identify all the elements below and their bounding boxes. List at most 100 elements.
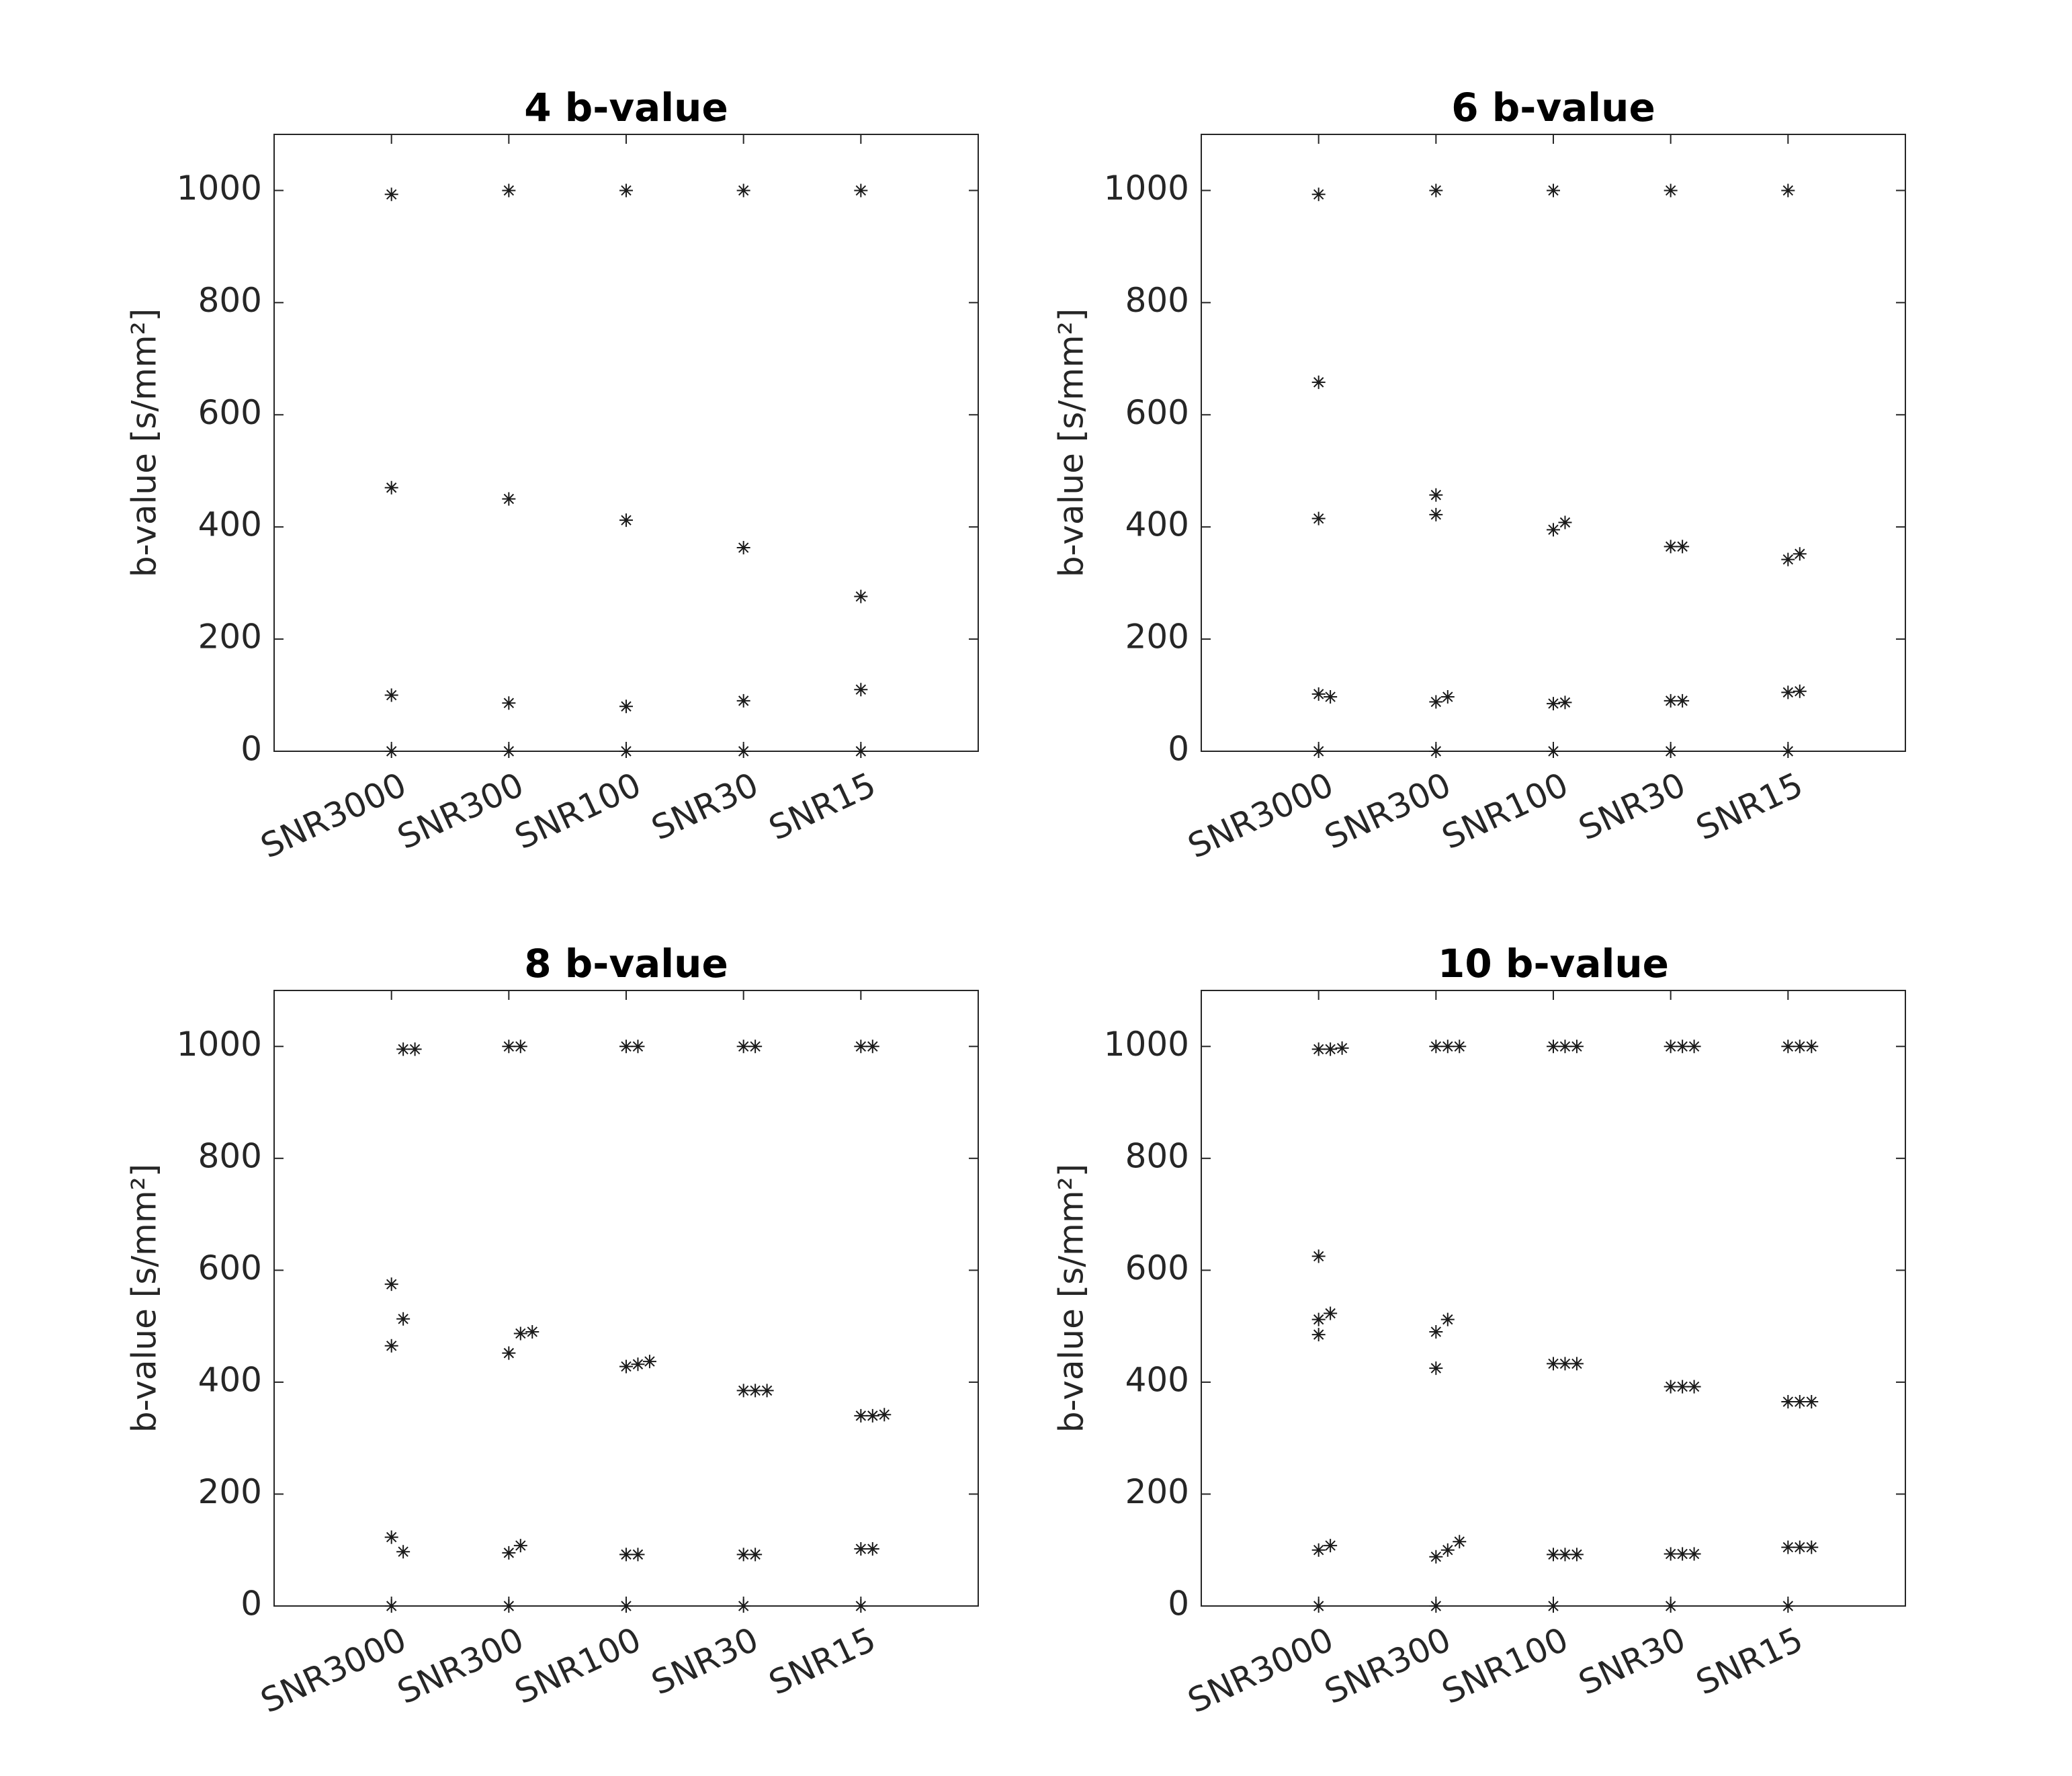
marker [1664, 1040, 1678, 1054]
marker [1558, 1040, 1572, 1054]
marker [1569, 1548, 1584, 1562]
marker [736, 745, 750, 758]
x-tick-label: SNR3000 [255, 765, 412, 866]
marker [384, 1339, 398, 1353]
y-tick-label: 600 [198, 1249, 262, 1287]
y-tick-label: 800 [198, 1136, 262, 1175]
marker [1547, 523, 1560, 537]
marker [1676, 540, 1690, 554]
marker [1311, 745, 1326, 758]
marker [736, 1040, 750, 1054]
y-tick-label: 200 [198, 1472, 262, 1511]
subplot: 10 b-value b-value [s/mm²] 0 200 400 600 800 10… [1052, 941, 1906, 1721]
marker [384, 480, 398, 495]
marker [1311, 1042, 1326, 1056]
y-tick-label: 400 [1125, 1360, 1189, 1399]
marker [619, 513, 633, 527]
marker [1664, 693, 1678, 708]
marker [502, 1546, 516, 1560]
subplot: 8 b-value b-value [s/mm²] 0 200 400 600 800 100… [125, 941, 979, 1721]
marker [1676, 693, 1690, 708]
marker [619, 183, 633, 198]
subplot-title: 4 b-value [524, 85, 728, 130]
marker [854, 683, 868, 697]
marker [1569, 1040, 1584, 1054]
marker [1440, 690, 1455, 704]
y-axis-label: b-value [s/mm²] [125, 308, 164, 577]
marker [1311, 1328, 1326, 1342]
y-tick-label: 800 [1125, 1136, 1189, 1175]
marker [1687, 1040, 1701, 1054]
y-axis-label: b-value [s/mm²] [1052, 308, 1091, 577]
marker [619, 1599, 633, 1613]
subplot: 6 b-value b-value [s/mm²] 0 200 400 600 800 100… [1052, 85, 1906, 866]
marker [1429, 183, 1443, 198]
marker [1547, 1599, 1560, 1613]
y-tick-label: 0 [241, 730, 262, 769]
marker [1429, 1040, 1443, 1054]
x-tick-label: SNR100 [509, 765, 647, 857]
marker [854, 1040, 868, 1054]
marker [1311, 1599, 1326, 1613]
marker [736, 693, 750, 708]
y-tick-label: 200 [1125, 1472, 1189, 1511]
marker [1558, 515, 1572, 530]
y-tick-label: 600 [1125, 393, 1189, 432]
marker [384, 187, 398, 202]
marker [1781, 745, 1795, 758]
marker [1429, 745, 1443, 758]
y-tick-label: 1000 [1104, 1025, 1189, 1064]
marker [1311, 375, 1326, 389]
marker [736, 1384, 750, 1398]
marker [396, 1312, 411, 1326]
marker [1311, 511, 1326, 525]
marker [1781, 1599, 1795, 1613]
marker [1440, 1543, 1455, 1557]
marker [1664, 540, 1678, 554]
marker [1781, 1540, 1795, 1554]
x-tick-label: SNR15 [763, 765, 881, 848]
x-tick-label: SNR30 [646, 765, 764, 848]
y-tick-label: 200 [198, 618, 262, 657]
x-tick-label: SNR100 [1436, 1620, 1574, 1712]
marker [1569, 1357, 1584, 1371]
marker [619, 1359, 633, 1373]
x-tick-label: SNR300 [392, 765, 529, 857]
marker [1311, 687, 1326, 701]
y-tick-label: 1000 [177, 169, 262, 208]
marker [1311, 187, 1326, 202]
y-tick-label: 200 [1125, 618, 1189, 657]
marker [384, 1530, 398, 1544]
marker [1558, 695, 1572, 710]
marker [1429, 1550, 1443, 1564]
y-tick-label: 600 [198, 393, 262, 432]
marker [1324, 1306, 1338, 1320]
marker [1664, 183, 1678, 198]
marker [1793, 547, 1807, 561]
x-tick-label: SNR300 [1319, 765, 1457, 857]
marker [854, 589, 868, 603]
marker [525, 1324, 539, 1339]
marker [865, 1408, 879, 1423]
y-tick-label: 1000 [177, 1025, 262, 1064]
marker [1558, 1548, 1572, 1562]
marker [1805, 1040, 1819, 1054]
marker [619, 745, 633, 758]
marker [1781, 685, 1795, 700]
y-tick-label: 0 [1168, 1584, 1189, 1623]
marker [502, 696, 516, 710]
marker [748, 1040, 763, 1054]
marker [1664, 1547, 1678, 1561]
y-tick-label: 400 [198, 505, 262, 544]
x-tick-label: SNR15 [763, 1620, 881, 1703]
marker [502, 1599, 516, 1613]
marker [1793, 684, 1807, 698]
marker [384, 1599, 398, 1613]
marker [854, 1599, 868, 1613]
marker [736, 541, 750, 555]
marker [1676, 1040, 1690, 1054]
marker [642, 1355, 656, 1369]
subplot-title: 8 b-value [524, 941, 728, 986]
marker [396, 1545, 411, 1559]
marker [854, 1542, 868, 1556]
